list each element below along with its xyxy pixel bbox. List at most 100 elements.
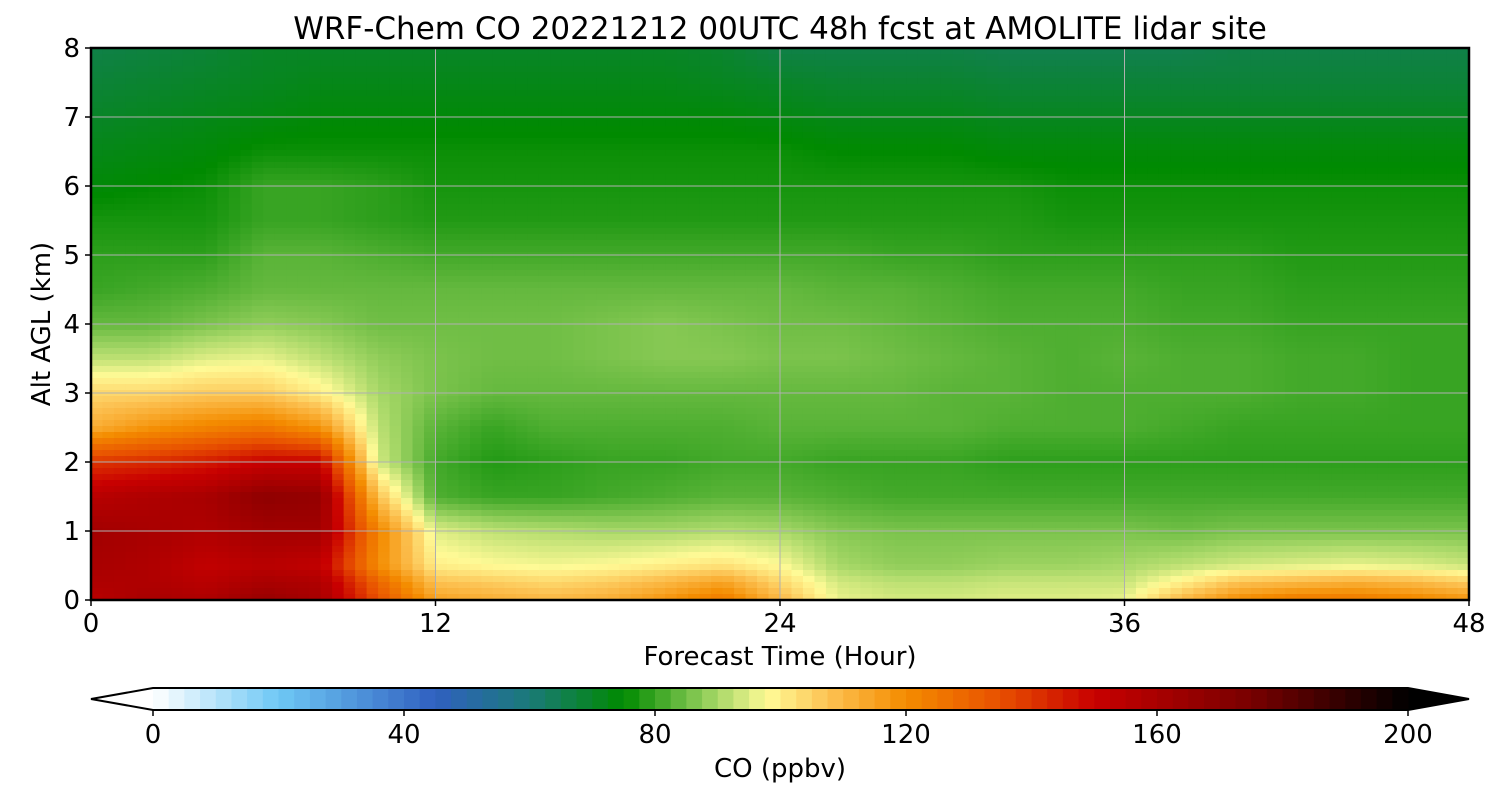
heatmap-cell [734, 222, 747, 229]
heatmap-cell [378, 84, 391, 91]
heatmap-cell [401, 216, 414, 223]
heatmap-cell [481, 198, 494, 205]
heatmap-cell [607, 96, 620, 103]
heatmap-cell [136, 48, 150, 55]
heatmap-cell [860, 174, 873, 181]
heatmap-cell [274, 48, 287, 55]
heatmap-cell [309, 246, 322, 253]
heatmap-cell [343, 162, 356, 169]
heatmap-cell [240, 138, 253, 145]
heatmap-cell [171, 210, 184, 217]
heatmap-cell [1055, 120, 1068, 127]
heatmap-cell [584, 264, 597, 271]
heatmap-cell [676, 126, 689, 133]
heatmap-cell [1411, 168, 1424, 175]
heatmap-cell [435, 198, 448, 205]
heatmap-cell [642, 180, 655, 187]
heatmap-cell [515, 282, 528, 289]
heatmap-cell [1124, 288, 1137, 295]
heatmap-cell [1296, 96, 1309, 103]
heatmap-cell [1377, 156, 1390, 163]
heatmap-cell [699, 264, 712, 271]
heatmap-cell [102, 210, 115, 217]
heatmap-cell [1044, 150, 1057, 157]
heatmap-cell [1262, 174, 1275, 181]
heatmap-cell [1124, 222, 1137, 229]
heatmap-cell [837, 102, 850, 109]
heatmap-cell [1331, 168, 1344, 175]
heatmap-cell [1457, 120, 1470, 127]
heatmap-cell [745, 198, 758, 205]
heatmap-cell [1193, 258, 1206, 265]
heatmap-cell [527, 276, 540, 283]
heatmap-cell [550, 90, 563, 97]
heatmap-cell [1239, 234, 1252, 241]
heatmap-cell [1135, 258, 1149, 265]
heatmap-cell [1204, 222, 1217, 229]
heatmap-cell [883, 90, 896, 97]
heatmap-cell [802, 282, 816, 289]
heatmap-cell [1067, 264, 1080, 271]
heatmap-cell [159, 90, 172, 97]
heatmap-cell [1227, 72, 1240, 79]
heatmap-cell [182, 54, 195, 61]
heatmap-cell [1446, 198, 1459, 205]
heatmap-cell [240, 288, 253, 295]
heatmap-cell [194, 222, 207, 229]
heatmap-cell [768, 288, 781, 295]
heatmap-cell [320, 288, 333, 295]
heatmap-cell [917, 180, 930, 187]
heatmap-cell [1365, 156, 1378, 163]
heatmap-cell [584, 138, 597, 145]
heatmap-cell [424, 186, 437, 193]
heatmap-cell [515, 150, 528, 157]
heatmap-cell [561, 90, 574, 97]
heatmap-cell [791, 102, 804, 109]
heatmap-cell [952, 192, 965, 199]
heatmap-cell [1446, 222, 1459, 229]
heatmap-cell [1354, 234, 1367, 241]
heatmap-cell [1423, 246, 1436, 253]
heatmap-cell [1158, 84, 1172, 91]
heatmap-cell [320, 132, 333, 139]
heatmap-cell [963, 222, 976, 229]
heatmap-cell [1044, 54, 1057, 61]
heatmap-cell [963, 60, 976, 67]
heatmap-cell [378, 192, 391, 199]
heatmap-cell [125, 198, 138, 205]
heatmap-cell [1273, 270, 1286, 277]
heatmap-cell [1181, 90, 1194, 97]
heatmap-cell [711, 228, 724, 235]
heatmap-cell [1239, 222, 1252, 229]
heatmap-cell [159, 60, 172, 67]
heatmap-cell [1342, 186, 1355, 193]
heatmap-cell [1423, 264, 1436, 271]
heatmap-cell [734, 54, 747, 61]
heatmap-cell [998, 78, 1011, 85]
heatmap-cell [906, 276, 919, 283]
heatmap-cell [711, 102, 724, 109]
heatmap-cell [297, 48, 310, 55]
heatmap-cell [1032, 84, 1045, 91]
heatmap-cell [1239, 132, 1252, 139]
heatmap-cell [1067, 288, 1080, 295]
heatmap-cell [1342, 132, 1355, 139]
heatmap-cell [182, 72, 195, 79]
heatmap-cell [527, 54, 540, 61]
heatmap-cell [481, 204, 494, 211]
heatmap-cell [205, 264, 218, 271]
heatmap-cell [113, 138, 127, 145]
heatmap-cell [871, 96, 884, 103]
heatmap-cell [136, 240, 150, 247]
heatmap-cell [1090, 228, 1103, 235]
heatmap-cell [1423, 186, 1436, 193]
heatmap-cell [102, 282, 115, 289]
heatmap-cell [780, 126, 793, 133]
heatmap-cell [332, 282, 345, 289]
heatmap-cell [1377, 258, 1390, 265]
heatmap-cell [1044, 120, 1057, 127]
heatmap-cell [481, 234, 494, 241]
heatmap-cell [757, 246, 770, 253]
heatmap-cell [619, 270, 632, 277]
heatmap-cell [1446, 60, 1459, 67]
